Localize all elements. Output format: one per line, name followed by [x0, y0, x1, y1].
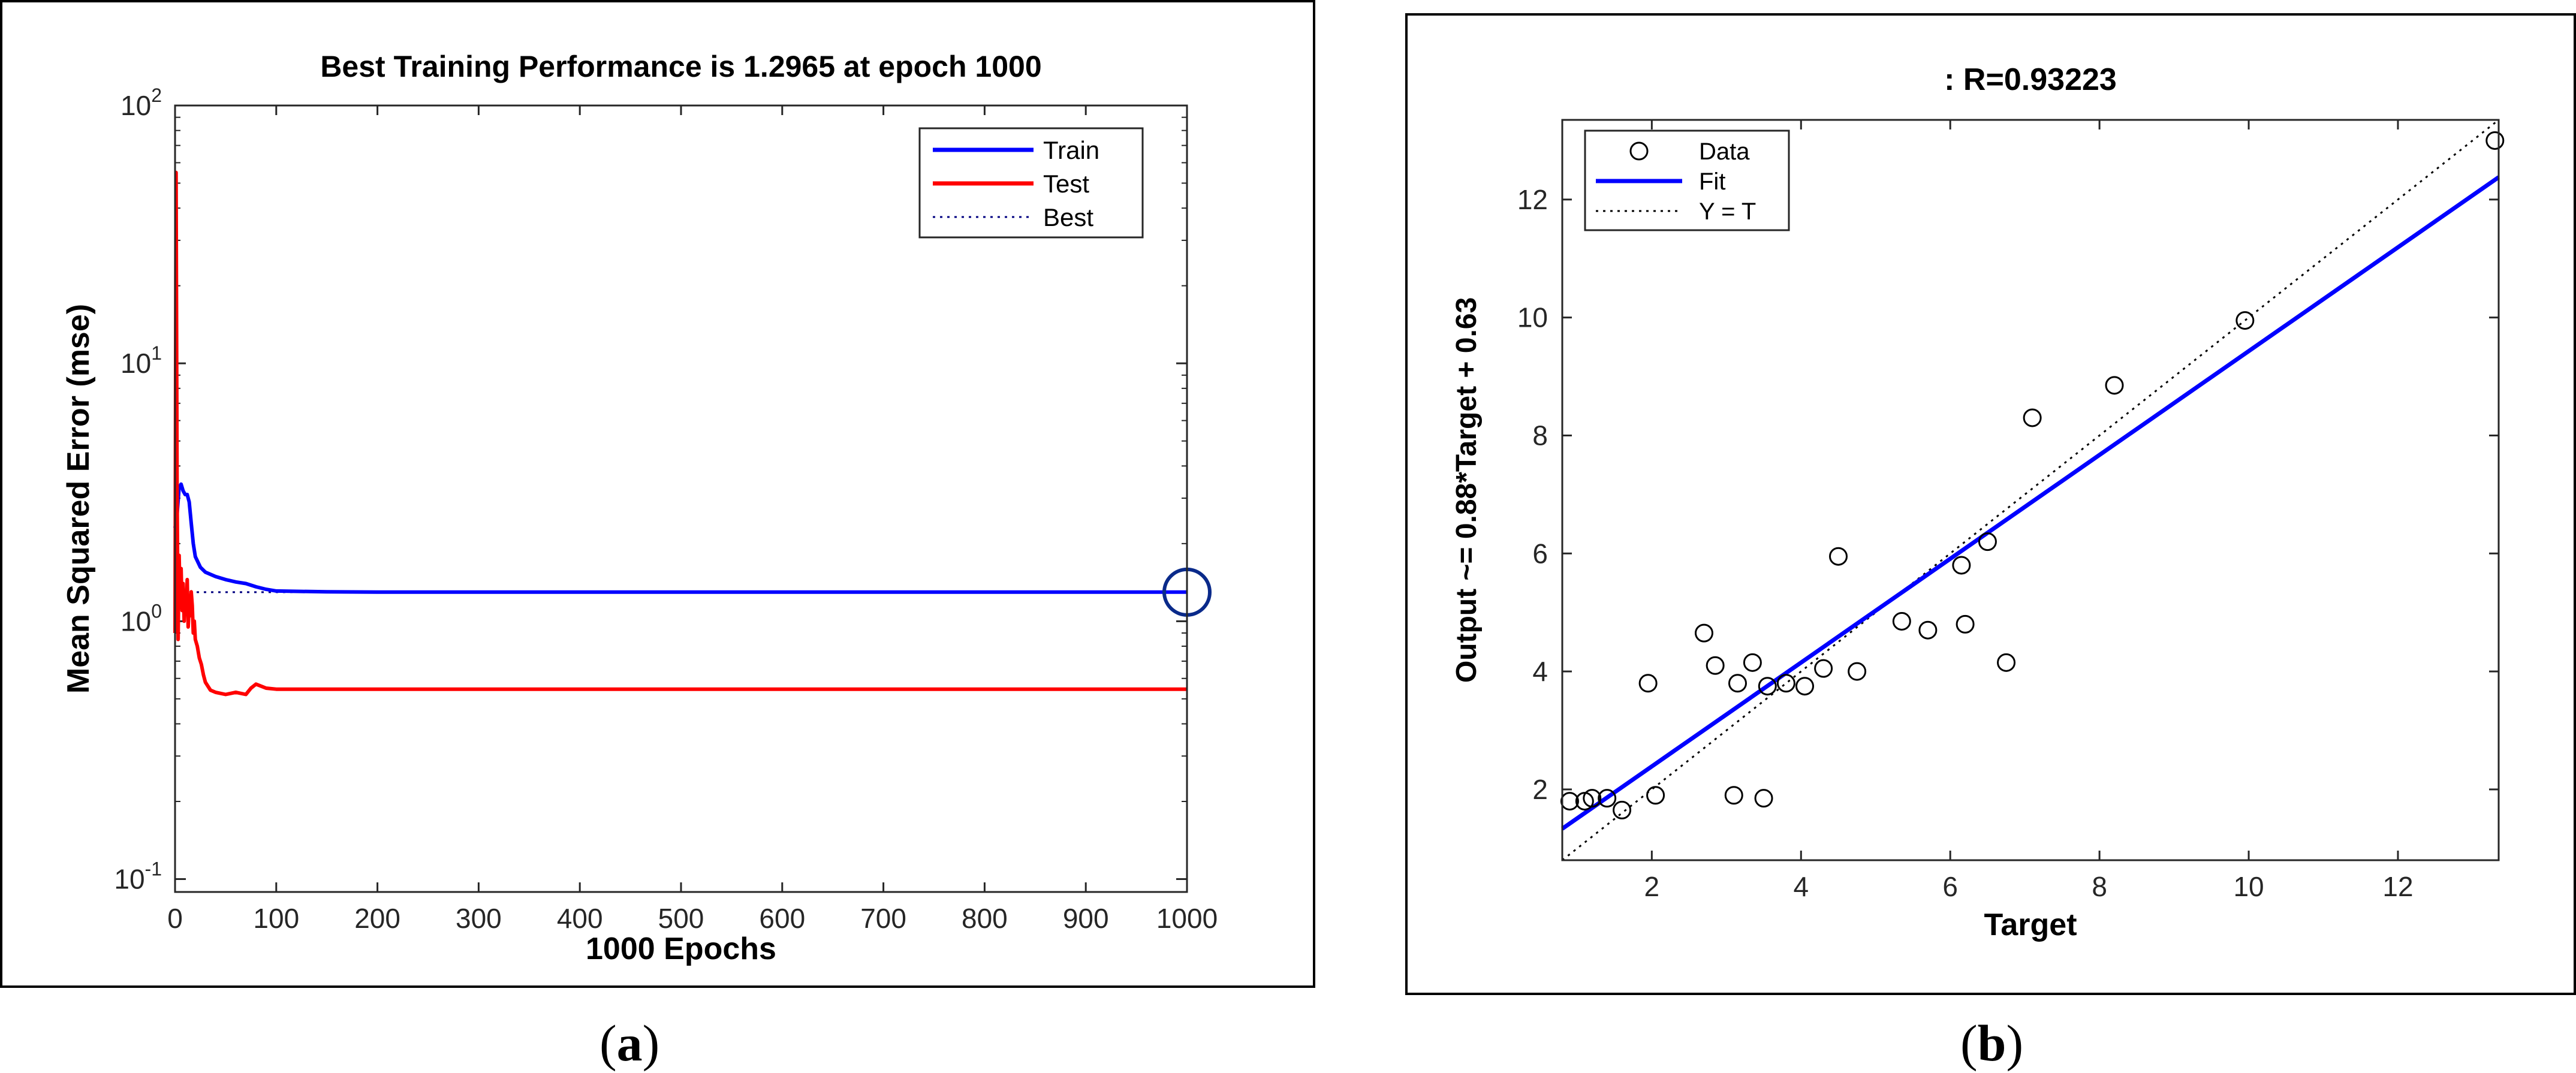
caption-a-letter: a [616, 1014, 643, 1072]
data-point [1743, 653, 1762, 672]
caption-a: (a) [599, 1014, 660, 1072]
y-tick-label-a-base: 10 [120, 348, 151, 379]
y-tick-label-a-base: 10 [114, 863, 144, 894]
x-tick-label-b: 4 [1793, 871, 1809, 902]
data-point [2485, 131, 2505, 150]
x-tick-label-a: 600 [759, 903, 805, 934]
y-tick-label-a: 101 [120, 342, 162, 379]
data-point [1724, 786, 1743, 805]
legend-label-best: Best [1043, 203, 1093, 231]
data-point [2023, 408, 2042, 427]
x-tick-label-a: 900 [1063, 903, 1109, 934]
data-point [1758, 677, 1777, 696]
data-point [2105, 376, 2124, 395]
y-tick-label-a-base: 10 [120, 605, 151, 637]
y-tick-label-b: 10 [1517, 302, 1548, 333]
y-tick-label-b: 4 [1532, 656, 1548, 687]
data-point [1613, 800, 1632, 819]
data-point [1918, 620, 1938, 640]
chart-b-regression: 2 4 6 8 10 12 2 4 6 8 10 12 : R=0.93223 Target Output … [1451, 62, 2505, 942]
x-tick-label-a: 500 [658, 903, 704, 934]
x-tick-label-a: 1000 [1156, 903, 1218, 934]
y-tick-label-a: 10-1 [114, 858, 162, 894]
data-point [1776, 674, 1795, 693]
data-point [1598, 789, 1617, 808]
y-axis-label-a: Mean Squared Error (mse) [61, 304, 96, 694]
x-tick-label-b: 8 [2092, 871, 2107, 902]
x-tick-label-a: 300 [456, 903, 502, 934]
x-tick-label-a: 700 [860, 903, 906, 934]
data-point [1829, 547, 1848, 566]
identity-line [1562, 119, 2499, 861]
data-point [1560, 792, 1579, 811]
data-point [1848, 662, 1867, 681]
data-point [1997, 653, 2016, 672]
x-tick-label-b: 2 [1644, 871, 1660, 902]
data-point [1706, 656, 1725, 675]
legend-label-data: Data [1699, 138, 1750, 165]
y-tick-label-a: 102 [120, 85, 162, 121]
data-point [1638, 674, 1658, 693]
fit-line [1561, 175, 2500, 831]
series-line-test [173, 170, 1187, 697]
chart-title-a: Best Training Performance is 1.2965 at e… [320, 50, 1041, 83]
y-axis-label-b: Output ~= 0.88*Target + 0.63 [1451, 297, 1483, 683]
legend-swatch-data [1629, 141, 1649, 161]
x-axis-label-a: 1000 Epochs [586, 932, 776, 966]
data-point [1754, 789, 1773, 808]
data-point [1892, 611, 1911, 631]
x-tick-label-b: 6 [1942, 871, 1958, 902]
caption-b: (b) [1960, 1014, 2024, 1072]
data-point [1952, 556, 1971, 575]
data-point [1978, 532, 1997, 551]
series-line-train [173, 482, 1187, 594]
data-point [1728, 674, 1747, 693]
chart-title-b: : R=0.93223 [1944, 62, 2117, 97]
plot-box-b [1561, 119, 2500, 861]
y-tick-label-a-exponent: -1 [145, 858, 162, 879]
x-axis-label-b: Target [1984, 908, 2077, 942]
legend-label-fit: Fit [1699, 168, 1725, 195]
y-tick-label-a-exponent: 1 [151, 342, 162, 364]
x-tick-label-a: 800 [962, 903, 1008, 934]
chart-a-performance: 0 100 200 300 400 500 600 700 800 900 100010-11001… [61, 50, 1218, 966]
caption-b-letter: b [1977, 1014, 2006, 1072]
x-tick-label-a: 200 [354, 903, 400, 934]
y-tick-label-b: 6 [1532, 538, 1548, 569]
data-point [2235, 311, 2255, 330]
y-tick-label-a-base: 10 [120, 90, 151, 121]
legend-label-test: Test [1043, 170, 1089, 198]
data-point [1694, 623, 1713, 643]
y-tick-label-a-exponent: 0 [151, 600, 162, 622]
x-tick-label-b: 10 [2233, 871, 2264, 902]
y-tick-label-b: 2 [1532, 774, 1548, 805]
x-tick-label-a: 100 [253, 903, 299, 934]
data-point [1956, 614, 1975, 634]
plot-box-a [174, 104, 1188, 893]
y-tick-label-a-exponent: 2 [151, 85, 162, 106]
x-tick-label-b: 12 [2382, 871, 2413, 902]
y-tick-label-b: 8 [1532, 420, 1548, 451]
x-tick-label-a: 400 [557, 903, 603, 934]
y-tick-label-b: 12 [1517, 184, 1548, 215]
data-point [1795, 677, 1815, 696]
legend-label-train: Train [1043, 136, 1099, 164]
x-tick-label-a: 0 [167, 903, 183, 934]
legend-label-identity: Y = T [1699, 198, 1756, 225]
y-tick-label-a: 100 [120, 600, 162, 637]
data-point [1646, 786, 1665, 805]
data-point [1814, 659, 1833, 678]
data-point [1583, 789, 1602, 808]
